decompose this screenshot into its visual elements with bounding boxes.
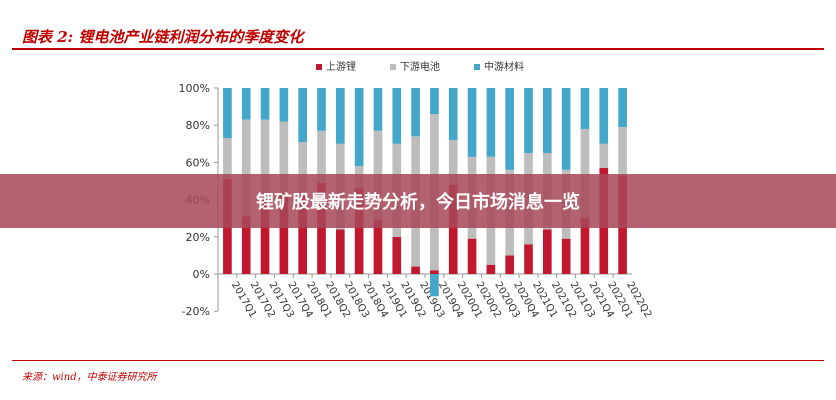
bar-segment [260,199,270,274]
bar-segment [542,88,552,154]
bar-segment [448,184,458,274]
bar-segment [279,88,289,122]
bar-segment [411,88,420,137]
source-note: 来源：wind，中泰证券研究所 [22,372,157,383]
legend-swatch [390,64,396,70]
bar-segment [561,238,571,274]
y-tick-label: 80% [186,119,210,132]
y-tick-label: 0% [193,268,210,281]
bar-segment [241,119,251,217]
bar-segment [599,143,609,168]
bar-segment [561,88,571,170]
bar-segment [486,264,496,274]
bottom-rule [12,360,824,361]
headline-banner: 锂矿股最新走势分析，今日市场消息一览 [0,174,836,228]
bar-segment [505,255,515,274]
bar-segment [580,128,590,219]
bar-segment [411,266,420,274]
y-tick-label: 100% [179,82,210,95]
bar-segment [467,238,477,274]
bar-segment [599,88,609,144]
bar-segment [618,88,627,128]
bar-segment [241,216,251,274]
bar-segment [524,244,533,274]
figure-title: 图表 2: 锂电池产业链利润分布的季度变化 [22,28,304,46]
bar-segment [354,188,364,274]
legend-swatch [316,64,322,70]
bar-segment [448,140,458,185]
legend-label: 中游材料 [484,60,524,73]
bar-segment [241,88,251,120]
bar-segment [317,130,326,183]
bar-segment [279,121,289,195]
bar-segment [430,270,439,274]
bar-segment [298,195,308,274]
bar-segment [580,218,590,274]
bar-segment [298,88,308,142]
bar-segment [373,220,383,274]
legend-label: 上游锂 [326,60,356,73]
bar-segment [317,182,326,274]
headline-text: 锂矿股最新走势分析，今日市场消息一览 [256,192,580,213]
y-tick-label: 60% [186,156,210,169]
bar-segment [335,88,345,144]
bar-segment [392,88,402,144]
bar-segment [223,138,232,180]
bar-segment [467,88,477,157]
bar-segment [260,119,270,200]
bar-segment [524,88,533,154]
bar-segment [505,88,515,170]
bar-segment [373,88,383,131]
legend-swatch [474,64,480,70]
legend-label: 下游电池 [400,60,440,73]
bar-segment [317,88,326,131]
bar-segment [580,88,590,129]
bar-segment [298,141,308,196]
bar-segment [392,236,402,274]
bar-segment [486,88,496,157]
bar-segment [223,88,232,139]
y-tick-label: 20% [186,231,210,244]
bar-segment [618,127,627,176]
y-tick-label: -20% [182,305,210,318]
bar-segment [354,88,364,167]
bar-segment [335,229,345,274]
bar-segment-negative [430,274,439,297]
bar-segment [279,194,289,274]
bar-segment [260,88,270,120]
bar-segment [430,88,439,115]
bar-segment [542,229,552,274]
bar-segment [448,88,458,141]
title-rule [12,48,824,50]
